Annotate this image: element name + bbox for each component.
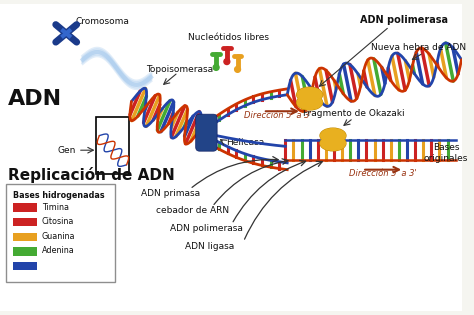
Text: Topoisomerasa: Topoisomerasa xyxy=(146,65,214,74)
FancyBboxPatch shape xyxy=(196,114,217,151)
Ellipse shape xyxy=(320,128,346,143)
Text: Timina: Timina xyxy=(42,203,69,212)
Ellipse shape xyxy=(297,95,322,110)
Text: Helicasa: Helicasa xyxy=(226,138,264,147)
Ellipse shape xyxy=(320,136,346,151)
FancyBboxPatch shape xyxy=(96,117,129,174)
Text: Citosina: Citosina xyxy=(42,217,74,226)
FancyBboxPatch shape xyxy=(13,247,37,256)
Text: ADN polimerasa: ADN polimerasa xyxy=(360,15,448,25)
FancyBboxPatch shape xyxy=(13,233,37,241)
FancyBboxPatch shape xyxy=(13,203,37,212)
Text: Nucleótidos libres: Nucleótidos libres xyxy=(188,33,269,42)
Text: Bases hidrogenadas: Bases hidrogenadas xyxy=(13,191,104,200)
Text: Bases
originales: Bases originales xyxy=(424,143,468,163)
Text: Dirección 5' a 3': Dirección 5' a 3' xyxy=(349,169,417,179)
Text: Nueva hebra de ADN: Nueva hebra de ADN xyxy=(371,43,466,52)
Ellipse shape xyxy=(224,59,230,65)
Text: Replicación de ADN: Replicación de ADN xyxy=(8,167,174,182)
Text: Fragmento de Okazaki: Fragmento de Okazaki xyxy=(302,109,404,118)
Ellipse shape xyxy=(235,66,240,72)
Text: Adenina: Adenina xyxy=(42,246,74,255)
Ellipse shape xyxy=(320,129,346,143)
FancyBboxPatch shape xyxy=(13,262,37,270)
Ellipse shape xyxy=(297,88,322,102)
Text: ADN polimerasa: ADN polimerasa xyxy=(170,224,243,233)
Ellipse shape xyxy=(297,87,322,102)
Text: cebador de ARN: cebador de ARN xyxy=(156,207,229,215)
Text: Dirección 5' a 3': Dirección 5' a 3' xyxy=(244,111,311,120)
Text: Cromosoma: Cromosoma xyxy=(76,17,130,26)
Ellipse shape xyxy=(297,95,322,109)
Text: ADN primasa: ADN primasa xyxy=(141,189,201,198)
FancyBboxPatch shape xyxy=(13,218,37,226)
Text: Guanina: Guanina xyxy=(42,232,75,241)
Text: ADN: ADN xyxy=(8,89,62,109)
Text: Gen: Gen xyxy=(57,146,76,155)
FancyBboxPatch shape xyxy=(6,184,115,282)
Ellipse shape xyxy=(213,65,219,70)
Text: ADN ligasa: ADN ligasa xyxy=(185,242,234,250)
FancyBboxPatch shape xyxy=(0,4,462,311)
Ellipse shape xyxy=(320,136,346,150)
